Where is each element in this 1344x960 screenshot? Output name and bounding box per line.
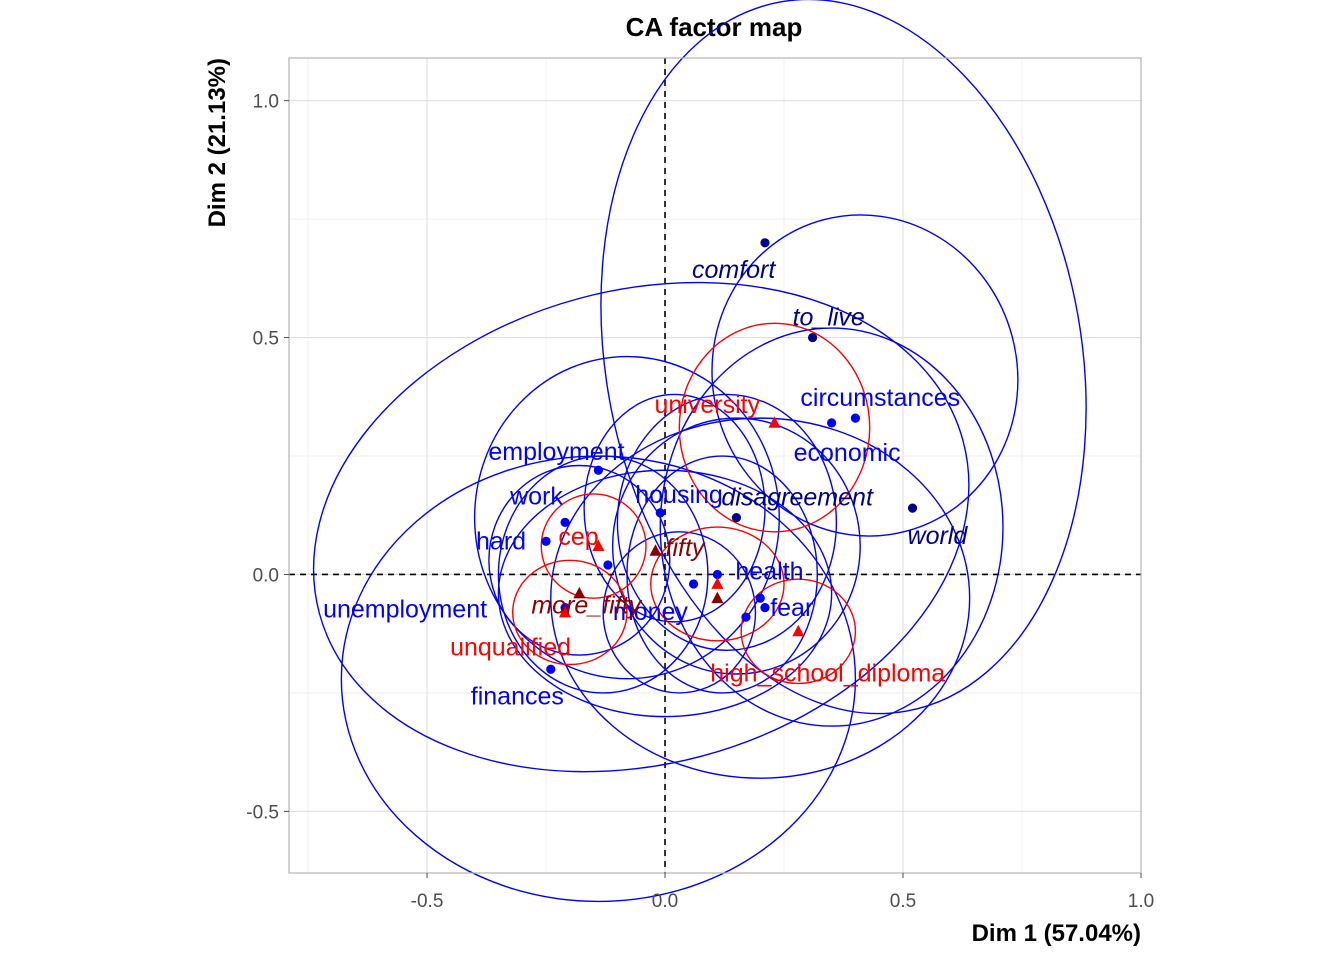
work-point xyxy=(560,517,570,527)
health-point xyxy=(712,569,722,580)
to_live-label: to_live xyxy=(793,304,865,332)
health-label: health xyxy=(735,557,803,585)
hard-point xyxy=(541,536,551,546)
finances-point xyxy=(546,664,556,674)
panel-frame xyxy=(288,57,1142,874)
reference-lines xyxy=(289,58,1141,873)
world-label: world xyxy=(908,522,969,550)
row-ellipse xyxy=(616,393,838,651)
row-ellipse xyxy=(659,327,1004,727)
circumstances-point xyxy=(850,413,861,423)
y-tick-label: -0.5 xyxy=(246,802,279,823)
cep-marker xyxy=(592,539,605,552)
university-label: university xyxy=(654,391,760,419)
column-ellipse xyxy=(740,578,857,685)
economic-label: economic xyxy=(794,439,901,467)
fear-point xyxy=(755,593,765,603)
point-labels: circumstances economic employment work housi… xyxy=(323,256,968,710)
money-label: money xyxy=(613,598,689,626)
y-axis-title: Dim 2 (21.13%) xyxy=(204,58,231,227)
y-tick-label: 0.5 xyxy=(253,329,279,350)
more_fifty-label: more_fifty xyxy=(531,591,642,619)
column-ellipse xyxy=(540,493,647,599)
column-ellipse xyxy=(650,526,785,642)
x-tick-label: 0.0 xyxy=(652,891,678,912)
world-point xyxy=(907,503,918,513)
economic-point xyxy=(827,418,837,428)
to_live-point xyxy=(807,332,818,343)
unqualified-marker xyxy=(559,605,572,618)
row-ellipse xyxy=(626,455,819,694)
fifty-marker xyxy=(649,544,662,556)
x-tick-label: 1.0 xyxy=(1128,891,1154,912)
row-ellipse xyxy=(473,355,780,680)
unlabeled-marker xyxy=(711,591,724,604)
housing-point xyxy=(655,508,665,518)
column-ellipse xyxy=(512,559,628,666)
fear-label: fear xyxy=(770,594,813,622)
employment-label: employment xyxy=(488,438,624,466)
disagreement-label: disagreement xyxy=(721,484,874,512)
high_school_diploma-label: high_school_diploma xyxy=(710,659,945,687)
work-label: work xyxy=(509,482,563,510)
chart-title: CA factor map xyxy=(626,12,803,42)
circumstances-label: circumstances xyxy=(800,384,960,412)
high_school_diploma-marker xyxy=(792,624,805,637)
y-tick-label: 1.0 xyxy=(253,92,279,113)
confidence-ellipses xyxy=(312,0,1087,903)
row-ellipse xyxy=(497,455,709,694)
more_fifty-marker xyxy=(573,586,586,599)
row-ellipse xyxy=(497,469,833,718)
unlabeled-point xyxy=(741,612,751,622)
tick-labels: -0.5 0.0 0.5 1.0 -0.5 0.0 0.5 1.0 xyxy=(246,92,1154,912)
panel-border xyxy=(288,57,1142,874)
y-tick-label: 0.0 xyxy=(253,565,279,586)
row-ellipse xyxy=(600,0,1087,715)
fifty-label: fifty xyxy=(666,534,706,562)
row-ellipse xyxy=(711,214,1019,537)
unemployment-label: unemployment xyxy=(323,596,487,624)
row-ellipse xyxy=(611,417,861,675)
money-point xyxy=(603,560,613,570)
finances-label: finances xyxy=(471,682,564,710)
unlabeled-point xyxy=(760,603,770,613)
cep-label: cep xyxy=(558,523,598,551)
x-tick-label: -0.5 xyxy=(411,891,444,912)
row-ellipse xyxy=(602,531,757,694)
row-ellipse xyxy=(312,281,970,773)
disagreement-point xyxy=(731,513,742,523)
unlabeled-point xyxy=(688,579,699,589)
row-ellipse xyxy=(488,464,671,656)
x-tick-label: 0.5 xyxy=(890,891,916,912)
unqualified-label: unqualified xyxy=(450,633,571,661)
hard-label: hard xyxy=(476,527,526,555)
housing-label: housing xyxy=(635,481,723,509)
column-ellipse xyxy=(678,322,871,533)
x-axis-title: Dim 1 (57.04%) xyxy=(972,920,1141,947)
unlabeled-marker xyxy=(711,577,724,589)
row-ellipse xyxy=(583,393,766,623)
row-ellipse xyxy=(550,417,971,779)
comfort-point xyxy=(760,238,770,248)
comfort-label: comfort xyxy=(692,256,776,284)
data-points xyxy=(541,238,918,674)
university-marker xyxy=(768,416,781,428)
employment-point xyxy=(593,465,603,475)
